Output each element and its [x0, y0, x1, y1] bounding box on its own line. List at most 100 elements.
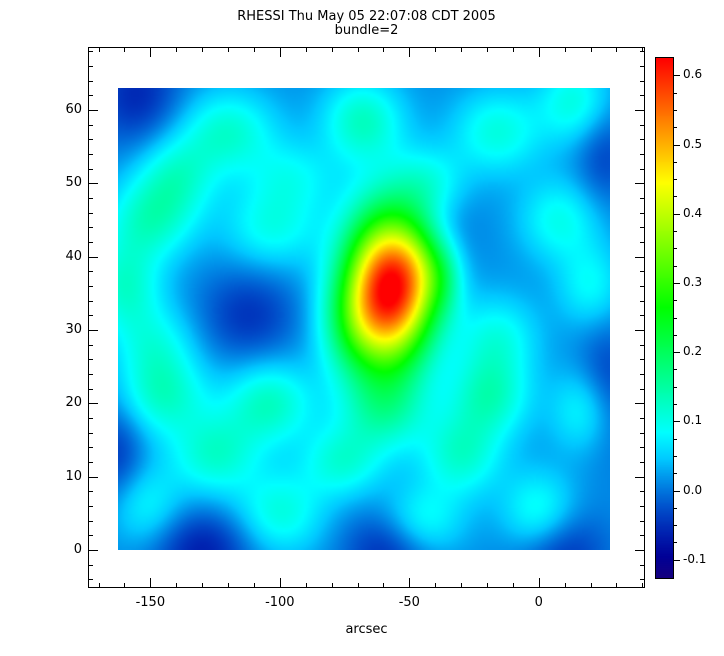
colorbar-minor-tick	[674, 300, 677, 302]
x-tick	[642, 583, 644, 587]
colorbar-minor-tick	[674, 404, 677, 405]
colorbar-minor-tick	[674, 161, 677, 163]
y-tick	[89, 168, 93, 170]
y-tick	[89, 330, 98, 331]
y-tick	[89, 51, 93, 53]
colorbar-tick-label: 0.6	[683, 67, 703, 82]
x-tick	[202, 583, 204, 587]
colorbar-minor-tick	[674, 369, 677, 371]
x-tick	[279, 48, 281, 57]
colorbar-tick	[674, 282, 680, 284]
y-tick	[89, 564, 93, 566]
y-tick	[89, 359, 93, 361]
colorbar: -0.1 0.0 0.1 0.2 0.3 0.4 0.5 0.6	[655, 57, 724, 581]
y-tick	[635, 403, 644, 405]
heatmap-image	[118, 88, 610, 550]
x-tick	[228, 583, 230, 587]
y-tick	[640, 579, 644, 581]
x-tick-label: 0	[534, 595, 543, 610]
colorbar-tick-label: 0.2	[683, 344, 703, 359]
colorbar-tick	[674, 559, 680, 561]
x-tick	[642, 48, 644, 52]
y-tick	[89, 374, 93, 375]
y-tick	[640, 286, 644, 287]
y-tick-label: 0	[73, 542, 82, 557]
x-axis-label: arcsec	[345, 622, 388, 637]
x-tick	[590, 48, 592, 52]
colorbar-minor-tick	[674, 196, 677, 198]
colorbar-minor-tick	[674, 317, 677, 319]
x-tick	[176, 48, 178, 52]
y-tick	[89, 491, 93, 493]
y-tick	[89, 462, 93, 463]
colorbar-tick	[674, 213, 680, 215]
colorbar-tick	[674, 75, 680, 77]
y-tick	[89, 403, 98, 405]
x-tick	[383, 583, 385, 587]
colorbar-tick	[674, 421, 680, 423]
colorbar-minor-tick	[674, 334, 677, 336]
colorbar-tick-label: 0.4	[683, 205, 703, 220]
x-tick	[331, 48, 333, 52]
x-tick	[487, 583, 488, 587]
y-tick	[89, 476, 98, 478]
y-tick	[89, 447, 93, 449]
colorbar-minor-tick	[674, 386, 677, 388]
y-tick	[640, 51, 644, 53]
y-tick-label: 50	[65, 175, 82, 191]
colorbar-minor-tick	[674, 109, 677, 111]
x-tick	[538, 578, 540, 587]
plot-subtitle: bundle=2	[334, 23, 399, 38]
y-tick	[89, 110, 98, 111]
colorbar-minor-tick	[674, 542, 677, 544]
x-tick	[98, 48, 100, 52]
y-tick	[89, 550, 98, 551]
colorbar-minor-tick	[674, 231, 677, 232]
colorbar-minor-tick	[674, 455, 677, 457]
colorbar-minor-tick	[674, 438, 677, 440]
x-tick	[564, 583, 566, 587]
x-tick	[150, 578, 152, 587]
x-tick	[616, 583, 618, 587]
y-tick	[640, 154, 644, 155]
colorbar-tick-label: 0.3	[683, 274, 703, 289]
y-tick	[89, 80, 93, 82]
x-tick	[279, 578, 281, 587]
x-tick	[98, 583, 100, 587]
y-tick	[640, 242, 644, 243]
plot-title: RHESSI Thu May 05 22:07:08 CDT 2005	[237, 9, 496, 24]
x-tick	[228, 48, 230, 52]
y-tick-label: 60	[65, 102, 82, 117]
y-tick	[89, 300, 93, 302]
y-tick	[89, 271, 93, 273]
colorbar-tick-label: -0.1	[683, 551, 707, 566]
x-tick	[124, 48, 126, 52]
y-tick	[640, 139, 644, 141]
colorbar-tick	[674, 144, 680, 146]
y-tick	[89, 286, 93, 287]
y-tick	[635, 550, 644, 551]
x-tick	[357, 583, 359, 587]
x-tick	[150, 48, 152, 57]
y-tick	[89, 198, 93, 199]
x-tick	[331, 583, 333, 587]
y-tick	[89, 535, 93, 537]
x-tick	[461, 583, 463, 587]
y-tick	[640, 564, 644, 566]
x-tick-label: -150	[135, 595, 166, 610]
y-tick	[640, 388, 644, 390]
x-tick	[176, 583, 178, 587]
colorbar-minor-tick	[674, 179, 677, 181]
y-tick-label: 20	[65, 395, 82, 411]
y-tick	[640, 491, 644, 493]
y-tick	[89, 227, 93, 229]
x-tick	[305, 48, 307, 52]
x-tick	[512, 583, 514, 587]
y-tick-label: 10	[65, 468, 82, 484]
y-tick	[89, 256, 98, 258]
x-tick	[305, 583, 307, 587]
y-tick	[89, 242, 93, 243]
y-tick	[640, 462, 644, 463]
y-tick	[640, 66, 644, 67]
y-tick	[89, 315, 93, 317]
